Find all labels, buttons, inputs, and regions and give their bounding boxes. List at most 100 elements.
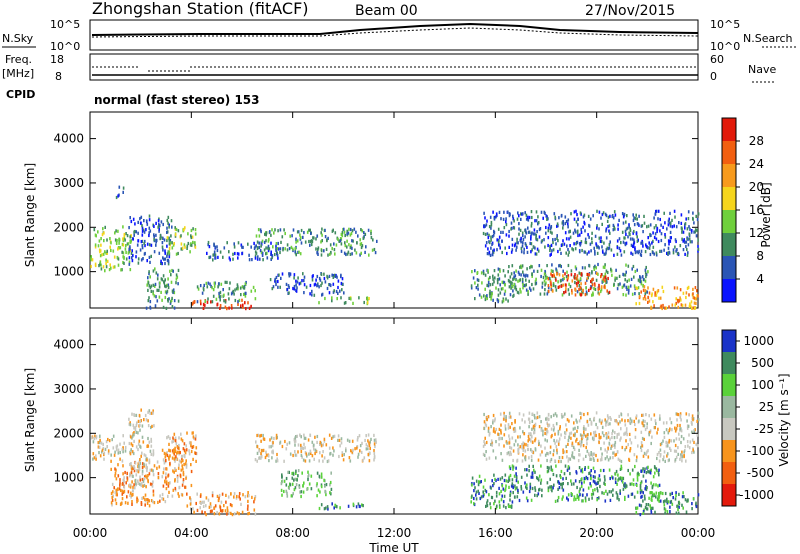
range-gate-cell (100, 263, 102, 267)
range-gate-cell (533, 413, 536, 418)
range-gate-cell (172, 488, 175, 492)
range-gate-cell (277, 229, 279, 233)
range-gate-cell (662, 225, 664, 229)
range-gate-cell (572, 427, 575, 431)
range-gate-cell (153, 501, 156, 505)
range-gate-cell (662, 421, 665, 425)
range-gate-cell (565, 444, 567, 449)
range-gate-cell (311, 239, 314, 244)
range-gate-cell (514, 428, 516, 432)
range-gate-cell (275, 433, 278, 437)
range-gate-cell (165, 306, 168, 310)
nsky-tick-top: 10^5 (50, 18, 80, 31)
range-gate-cell (508, 441, 511, 445)
range-gate-cell (647, 236, 649, 240)
range-gate-cell (604, 482, 606, 486)
range-gate-cell (164, 249, 166, 253)
range-gate-cell (534, 422, 537, 426)
range-gate-cell (260, 451, 262, 456)
range-gate-cell (131, 450, 134, 454)
range-gate-cell (324, 484, 326, 488)
range-gate-cell (557, 432, 560, 436)
range-gate-cell (212, 294, 215, 298)
range-gate-cell (608, 468, 611, 472)
range-gate-cell (270, 250, 272, 254)
range-gate-cell (347, 504, 350, 508)
range-gate-cell (521, 280, 524, 284)
range-gate-cell (141, 482, 143, 486)
range-gate-cell (306, 230, 309, 234)
range-gate-cell (185, 444, 187, 448)
range-gate-cell (623, 432, 625, 436)
nave-tick-bottom: 0 (710, 70, 717, 83)
range-gate-cell (697, 247, 700, 251)
range-gate-cell (688, 413, 690, 417)
range-gate-cell (547, 469, 550, 473)
range-gate-cell (659, 217, 661, 222)
range-gate-cell (122, 237, 124, 241)
range-gate-cell (182, 480, 185, 484)
range-gate-cell (637, 286, 640, 290)
range-gate-cell (489, 283, 492, 287)
range-gate-cell (648, 299, 651, 303)
range-gate-cell (522, 270, 524, 274)
range-gate-cell (148, 409, 151, 413)
range-gate-cell (474, 269, 476, 273)
range-gate-cell (632, 213, 634, 217)
range-gate-cell (503, 414, 505, 418)
range-gate-cell (667, 500, 670, 504)
range-gate-cell (194, 245, 197, 249)
range-gate-cell (615, 268, 617, 272)
range-gate-cell (363, 300, 365, 305)
range-gate-cell (375, 438, 377, 442)
range-gate-cell (319, 490, 321, 494)
range-gate-cell (115, 448, 118, 452)
range-gate-cell (625, 232, 627, 236)
range-gate-cell (547, 417, 549, 422)
range-gate-cell (139, 419, 142, 423)
range-gate-cell (584, 477, 587, 481)
range-gate-cell (300, 228, 303, 233)
range-gate-cell (318, 301, 320, 305)
range-gate-cell (693, 440, 695, 444)
range-gate-cell (679, 457, 681, 461)
range-gate-cell (624, 497, 626, 501)
range-gate-cell (277, 279, 279, 284)
range-gate-cell (552, 240, 554, 245)
range-gate-cell (186, 504, 189, 508)
range-gate-cell (550, 272, 552, 276)
range-gate-cell (141, 233, 144, 237)
range-gate-cell (183, 243, 186, 247)
range-gate-cell (609, 422, 611, 426)
range-gate-cell (116, 444, 119, 448)
range-gate-cell (159, 237, 161, 241)
range-gate-cell (152, 269, 155, 273)
range-gate-cell (165, 452, 167, 456)
range-gate-cell (304, 446, 306, 450)
range-gate-cell (655, 422, 657, 426)
range-gate-cell (360, 228, 362, 232)
range-gate-cell (93, 456, 96, 460)
range-gate-cell (241, 285, 244, 289)
range-gate-cell (603, 434, 605, 438)
range-gate-cell (128, 260, 131, 264)
range-gate-cell (95, 436, 98, 440)
range-gate-cell (141, 229, 144, 233)
range-gate-cell (510, 505, 513, 509)
range-gate-cell (104, 447, 107, 451)
range-gate-cell (645, 273, 648, 277)
range-gate-cell (648, 291, 651, 295)
range-gate-cell (490, 486, 492, 490)
range-gate-cell (556, 234, 558, 238)
range-gate-cell (155, 240, 157, 244)
range-gate-cell (141, 239, 144, 243)
range-gate-cell (659, 249, 661, 253)
range-gate-cell (210, 284, 212, 288)
range-gate-cell (607, 422, 610, 426)
range-gate-cell (131, 480, 133, 484)
range-gate-cell (257, 246, 259, 250)
range-gate-cell (567, 263, 570, 268)
range-gate-cell (659, 448, 662, 452)
range-gate-cell (174, 226, 176, 230)
range-gate-cell (547, 236, 550, 240)
